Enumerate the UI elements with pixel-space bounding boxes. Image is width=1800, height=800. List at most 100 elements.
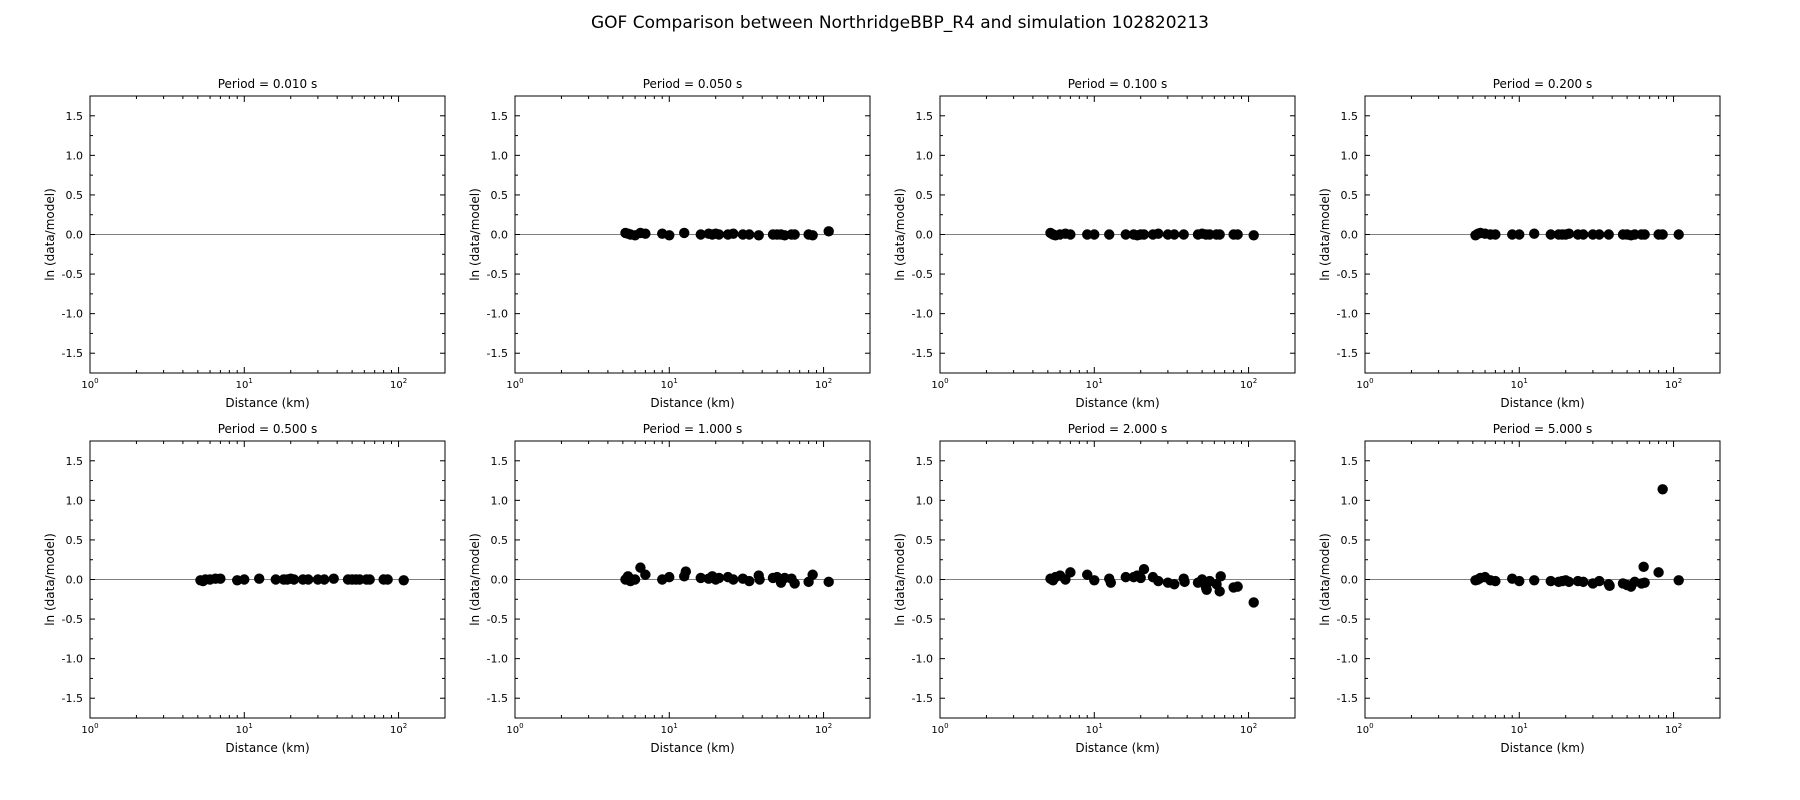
y-tick-label: 1.0: [916, 149, 934, 162]
panel-title: Period = 0.200 s: [1493, 77, 1593, 91]
subplot-panel: Period = 0.200 s -1.5 -1.0 -0.5 0.0 0.5 1.0 1.5…: [1318, 77, 1721, 410]
data-point: [744, 229, 755, 240]
y-tick-label: -1.0: [62, 308, 83, 321]
data-point: [1563, 576, 1575, 588]
y-tick-label: -0.5: [62, 613, 83, 626]
y-tick-label: 0.0: [66, 574, 84, 587]
data-point: [744, 575, 755, 587]
data-point: [640, 569, 651, 580]
subplot-panel: Period = 0.010 s -1.5 -1.0 -0.5 0.0 0.5 1.0 1.5…: [43, 77, 446, 410]
y-tick-label: 1.0: [491, 149, 509, 162]
y-tick-label: -0.5: [487, 268, 508, 281]
y-tick-label: 0.5: [491, 189, 509, 202]
subplot-panel: Period = 0.500 s -1.5 -1.0 -0.5 0.0 0.5 1.0 1.5…: [43, 422, 446, 755]
data-point: [807, 230, 818, 241]
data-point: [270, 574, 281, 585]
data-point: [1214, 229, 1225, 240]
data-point: [728, 574, 739, 585]
data-point: [789, 229, 800, 240]
y-tick-label: -1.5: [1337, 692, 1358, 705]
x-axis-label: Distance (km): [1075, 741, 1159, 755]
y-axis-label: ln (data/model): [43, 533, 57, 626]
panel-title: Period = 0.050 s: [643, 77, 743, 91]
data-point: [1578, 229, 1589, 240]
y-tick-label: 1.0: [66, 149, 84, 162]
x-tick-label: 101: [236, 722, 253, 736]
y-tick-label: 1.5: [1341, 455, 1359, 468]
y-tick-label: 0.0: [66, 229, 84, 242]
y-tick-label: 1.5: [916, 110, 934, 123]
axes-frame: [514, 95, 871, 374]
y-axis-label: ln (data/model): [468, 188, 482, 281]
y-tick-label: 1.0: [66, 494, 84, 507]
data-point: [679, 227, 690, 239]
y-tick-label: 0.0: [491, 574, 509, 587]
y-tick-label: 0.5: [66, 189, 84, 202]
y-tick-label: -0.5: [912, 613, 933, 626]
y-axis-label: ln (data/model): [468, 533, 482, 626]
data-point: [1529, 228, 1540, 239]
x-tick-label: 102: [815, 377, 832, 391]
x-tick-label: 101: [1086, 722, 1103, 736]
subplot-panel: Period = 0.100 s -1.5 -1.0 -0.5 0.0 0.5 1.0 1.5…: [893, 77, 1296, 410]
y-tick-label: -1.5: [912, 692, 933, 705]
y-tick-label: -1.5: [62, 347, 83, 360]
y-tick-label: -1.5: [912, 347, 933, 360]
panel-title: Period = 5.000 s: [1493, 422, 1593, 436]
x-tick-label: 102: [390, 722, 407, 736]
data-point: [1179, 576, 1190, 588]
y-axis-label: ln (data/model): [1318, 533, 1332, 626]
data-point: [640, 228, 651, 239]
axes-frame: [939, 440, 1296, 719]
x-tick-label: 101: [1511, 722, 1528, 736]
data-point: [1169, 229, 1180, 240]
subplot-panel: Period = 0.050 s -1.5 -1.0 -0.5 0.0 0.5 1.0 1.5…: [468, 77, 871, 410]
y-tick-label: -1.0: [1337, 653, 1358, 666]
y-tick-label: 1.5: [66, 455, 84, 468]
data-point: [1657, 484, 1668, 495]
y-tick-label: -1.0: [487, 653, 508, 666]
x-tick-label: 102: [1665, 377, 1682, 391]
data-point: [1594, 229, 1605, 240]
x-tick-label: 102: [1240, 377, 1257, 391]
y-tick-label: 0.0: [1341, 574, 1359, 587]
y-tick-label: 0.0: [916, 574, 934, 587]
data-point: [1169, 579, 1180, 590]
y-tick-label: 1.5: [491, 110, 509, 123]
x-axis-label: Distance (km): [1500, 741, 1584, 755]
x-tick-label: 100: [1356, 377, 1373, 391]
y-tick-label: 1.0: [491, 494, 509, 507]
subplot-panel: Period = 5.000 s -1.5 -1.0 -0.5 0.0 0.5 1.0 1.5…: [1318, 422, 1721, 755]
data-point: [1138, 564, 1150, 575]
data-point: [728, 228, 739, 239]
x-tick-label: 100: [81, 722, 98, 736]
x-axis-label: Distance (km): [225, 396, 309, 410]
data-point: [1120, 229, 1131, 240]
data-point: [319, 574, 330, 585]
panel-title: Period = 2.000 s: [1068, 422, 1168, 436]
data-point: [1089, 575, 1100, 586]
data-point: [254, 573, 265, 584]
x-tick-label: 102: [815, 722, 832, 736]
y-tick-label: 0.5: [1341, 534, 1359, 547]
data-point: [695, 229, 706, 240]
data-point: [1563, 228, 1575, 239]
y-tick-label: 0.0: [491, 229, 509, 242]
data-point: [1065, 567, 1076, 578]
y-tick-label: 0.5: [916, 534, 934, 547]
y-tick-label: 1.5: [916, 455, 934, 468]
y-tick-label: 1.0: [916, 494, 934, 507]
data-point: [1153, 228, 1164, 239]
data-point: [1653, 567, 1664, 578]
y-tick-label: 0.0: [1341, 229, 1359, 242]
data-point: [288, 574, 300, 585]
data-point: [664, 571, 675, 583]
y-axis-label: ln (data/model): [43, 188, 57, 281]
y-tick-label: 1.5: [1341, 110, 1359, 123]
y-tick-label: 1.5: [66, 110, 84, 123]
data-point: [382, 574, 393, 585]
panel-title: Period = 0.500 s: [218, 422, 318, 436]
panel-title: Period = 1.000 s: [643, 422, 743, 436]
x-tick-label: 102: [1665, 722, 1682, 736]
